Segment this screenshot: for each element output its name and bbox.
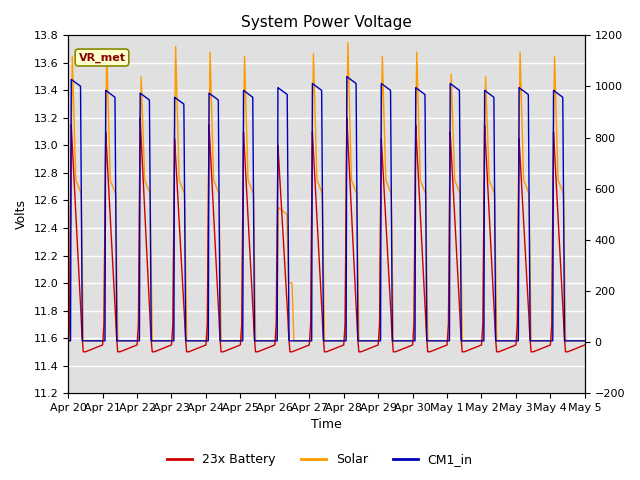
Title: System Power Voltage: System Power Voltage <box>241 15 412 30</box>
X-axis label: Time: Time <box>311 419 342 432</box>
Text: VR_met: VR_met <box>79 52 125 63</box>
Legend: 23x Battery, Solar, CM1_in: 23x Battery, Solar, CM1_in <box>163 448 477 471</box>
Y-axis label: Volts: Volts <box>15 199 28 229</box>
